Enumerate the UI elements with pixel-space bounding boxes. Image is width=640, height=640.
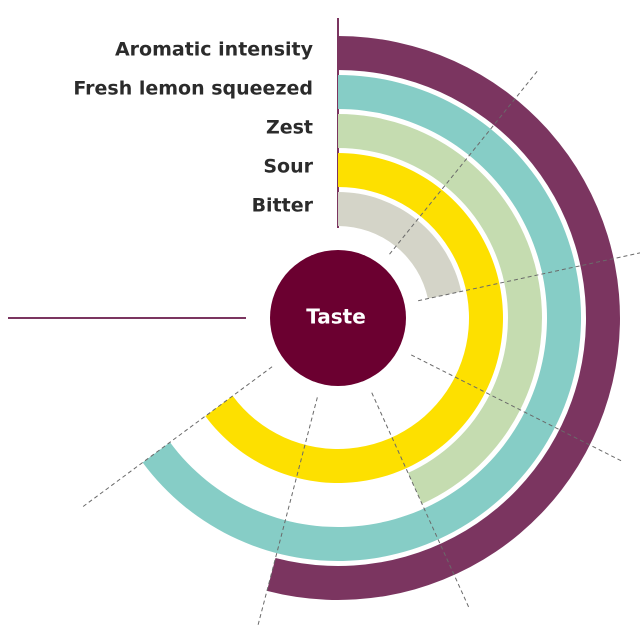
grid-spoke: [256, 397, 318, 628]
grid-spoke: [410, 354, 624, 463]
grid-spoke: [371, 392, 471, 610]
category-label: Sour: [263, 156, 313, 178]
grid-spoke: [389, 68, 540, 255]
center-circle: [270, 250, 406, 386]
category-label: Zest: [266, 117, 313, 139]
grid-spoke: [80, 366, 273, 509]
arcs: [142, 36, 620, 600]
grid-spoke: [418, 252, 640, 302]
labels: Aromatic intensity Fresh lemon squeezed Ze…: [73, 39, 313, 217]
category-label: Aromatic intensity: [115, 39, 314, 61]
bar: [338, 114, 543, 504]
bar: [338, 192, 462, 299]
center-label: Taste: [306, 305, 366, 329]
category-label: Bitter: [252, 195, 314, 217]
category-label: Fresh lemon squeezed: [73, 78, 313, 100]
grid: [80, 68, 640, 628]
